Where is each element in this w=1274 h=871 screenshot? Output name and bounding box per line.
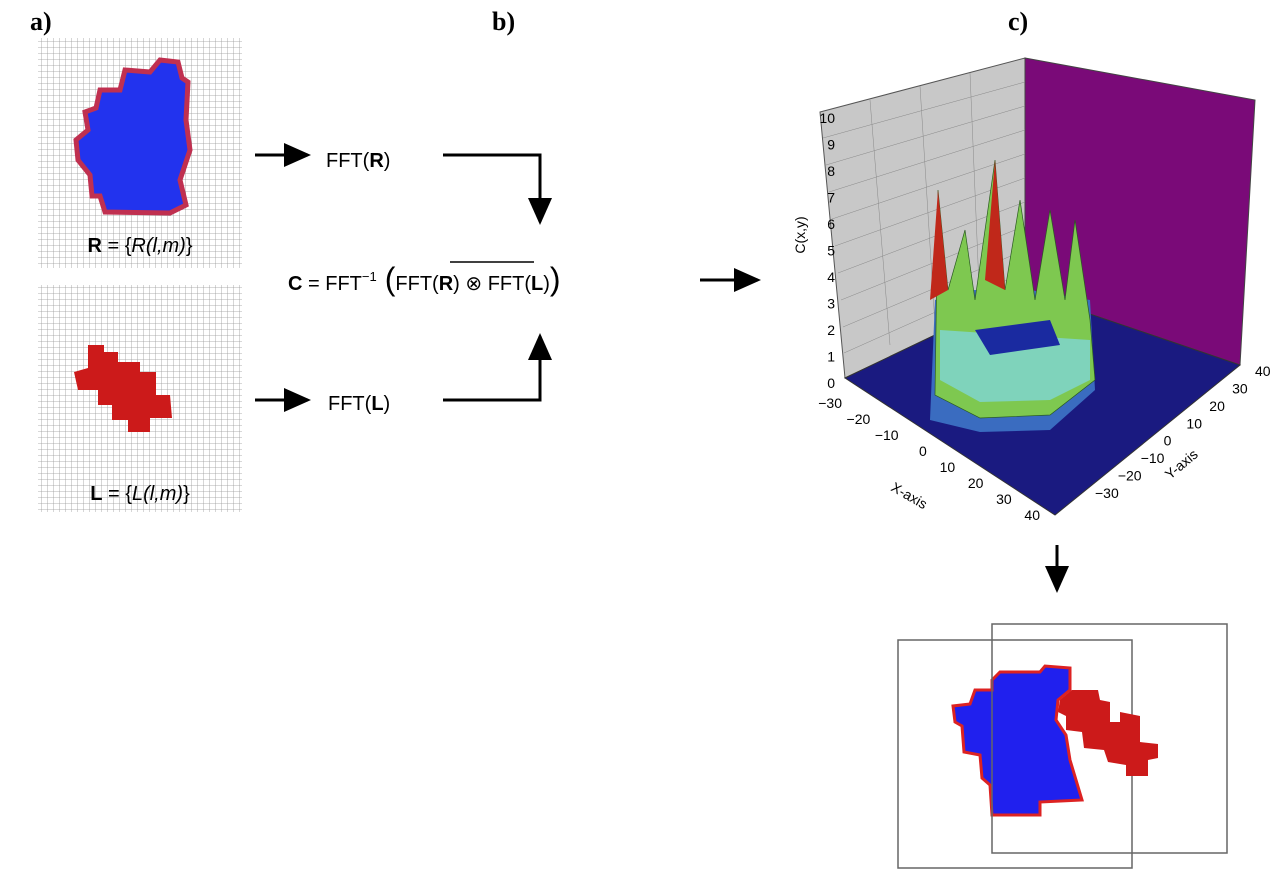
- tick-label: 10: [819, 110, 835, 126]
- ligand-shape: [74, 345, 172, 432]
- panel-label: c): [1008, 7, 1028, 36]
- tick-label: 30: [996, 491, 1012, 507]
- tick-label: 20: [968, 475, 984, 491]
- formula: C = FFT−1 (FFT(R) ⊗ FFT(L)): [288, 261, 561, 297]
- tick-label: 7: [827, 190, 835, 206]
- ligand-docked: [1058, 690, 1158, 776]
- tick-label: 0: [1164, 433, 1172, 449]
- tick-label: 9: [827, 137, 835, 153]
- fft-r: FFT(R): [326, 150, 390, 172]
- tick-label: 5: [827, 243, 835, 259]
- tick-label: 1: [827, 349, 835, 365]
- receptor-docked: [951, 664, 1084, 817]
- tick-label: −20: [847, 411, 871, 427]
- x-axis-label: X-axis: [889, 479, 931, 512]
- tick-label: 2: [827, 322, 835, 338]
- tick-label: 4: [827, 269, 835, 285]
- tick-label: −10: [1141, 450, 1165, 466]
- tick-label: 20: [1209, 398, 1225, 414]
- tick-label: 40: [1024, 507, 1040, 523]
- y-axis-label: Y-axis: [1162, 446, 1201, 482]
- tick-label: −30: [1095, 485, 1119, 501]
- tick-label: −20: [1118, 468, 1142, 484]
- panel-label: b): [492, 7, 515, 36]
- tick-label: 10: [940, 459, 956, 475]
- tick-label: 0: [827, 375, 835, 391]
- receptor-shape: [73, 57, 193, 216]
- tick-label: 6: [827, 216, 835, 232]
- panel-label: a): [30, 7, 52, 36]
- tick-label: 0: [919, 443, 927, 459]
- tick-label: 3: [827, 296, 835, 312]
- ligand-box: [991, 623, 1228, 854]
- tick-label: 40: [1255, 363, 1271, 379]
- tick-label: 10: [1186, 415, 1202, 431]
- surface-plot: [819, 57, 1256, 516]
- receptor-label: R = {R(l,m)}: [87, 235, 192, 257]
- ligand-label: L = {L(l,m)}: [90, 483, 190, 505]
- fft-l: FFT(L): [328, 393, 390, 415]
- tick-label: 8: [827, 163, 835, 179]
- tick-label: −10: [875, 427, 899, 443]
- tick-label: −30: [818, 395, 842, 411]
- z-axis-label: C(x,y): [792, 216, 808, 253]
- tick-label: 30: [1232, 380, 1248, 396]
